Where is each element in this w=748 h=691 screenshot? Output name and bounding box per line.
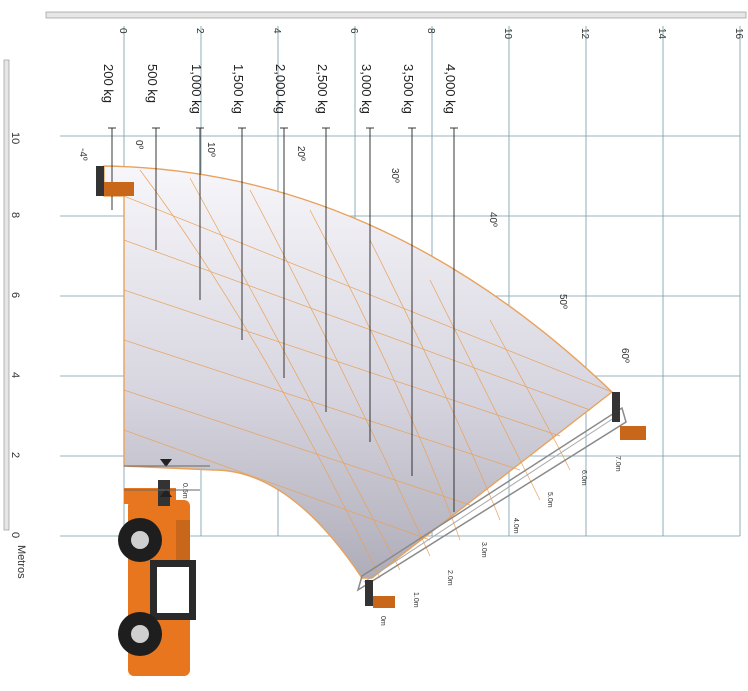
offset-marker-top <box>160 459 172 467</box>
angle-label: 30º <box>389 168 400 183</box>
extension-label: 3.0m <box>480 542 487 558</box>
envelope-arc <box>123 389 471 506</box>
load-label: 200 kg <box>101 64 116 103</box>
carriage-right <box>612 392 646 440</box>
x-axis-bar <box>45 11 747 19</box>
extension-label: 5.0m <box>546 492 553 508</box>
extension-label: 6.0m <box>580 470 587 486</box>
load-label: 3,000 kg <box>359 64 374 114</box>
load-label: 500 kg <box>145 64 160 103</box>
envelope-radial <box>249 189 431 557</box>
angle-label: 10º <box>205 142 216 157</box>
angle-label: -4º <box>77 148 88 161</box>
chart-labels: 200 kg 500 kg 1,000 kg 1,500 kg 2,000 kg 2,50… <box>77 64 630 626</box>
envelope-radial <box>139 169 381 579</box>
angle-label: 0º <box>133 140 144 150</box>
x-tick-label: 8 <box>425 28 436 34</box>
x-tick-label: 10 <box>502 28 513 40</box>
extension-label: 1.0m <box>412 592 419 608</box>
envelope-arc <box>123 195 613 393</box>
boom-inner <box>363 413 621 583</box>
telehandler-machine <box>118 480 196 676</box>
x-tick-label: 12 <box>579 28 590 40</box>
axis-labels: 0 2 4 6 8 10 12 14 16 0 2 4 6 8 10 <box>9 28 744 538</box>
extension-label: 7.0m <box>614 456 621 472</box>
envelope-radial <box>369 239 501 521</box>
extension-label: 0m <box>379 616 386 626</box>
y-tick-label: 8 <box>9 212 21 218</box>
angle-label: 20º <box>295 146 306 161</box>
x-tick-label: 6 <box>348 28 359 34</box>
load-label: 3,500 kg <box>401 64 416 114</box>
y-tick-label: 0 <box>9 532 21 538</box>
y-axis-unit-label: Metros <box>15 545 27 579</box>
offset-marker-bottom <box>160 489 172 497</box>
extension-label: 2.0m <box>446 570 453 586</box>
boom-body <box>356 406 627 592</box>
load-label: 2,000 kg <box>273 64 288 114</box>
x-tick-label: 2 <box>194 28 205 34</box>
x-tick-label: 14 <box>656 28 667 40</box>
load-label: 1,000 kg <box>189 64 204 114</box>
envelope-radial <box>429 279 541 501</box>
y-tick-label: 2 <box>9 452 21 458</box>
extension-label: 4.0m <box>512 518 519 534</box>
load-label: 2,500 kg <box>315 64 330 114</box>
y-tick-label: 4 <box>9 372 21 378</box>
envelope-radial <box>489 319 571 471</box>
load-label: 4,000 kg <box>443 64 458 114</box>
angle-label: 60º <box>619 348 630 363</box>
x-tick-label: 16 <box>733 28 744 40</box>
x-tick-label: 4 <box>271 28 282 34</box>
envelope-area <box>103 165 614 579</box>
envelope-arc <box>123 239 591 411</box>
envelope-radial <box>309 209 461 541</box>
y-tick-label: 6 <box>9 292 21 298</box>
angle-label: 50º <box>557 294 568 309</box>
y-axis-bar <box>3 59 10 531</box>
carriage-bottom-left <box>96 166 134 196</box>
angle-label: 40º <box>487 212 498 227</box>
carriage-bottom <box>365 580 395 608</box>
offset-label: 0.5m <box>181 483 188 499</box>
x-tick-label: 0 <box>117 28 128 34</box>
envelope-radial <box>189 177 401 571</box>
load-label: 1,500 kg <box>231 64 246 114</box>
envelope-arc <box>123 289 561 437</box>
y-tick-label: 10 <box>9 132 21 144</box>
load-lines <box>108 127 458 512</box>
envelope <box>103 165 614 579</box>
envelope-arc <box>123 429 431 541</box>
